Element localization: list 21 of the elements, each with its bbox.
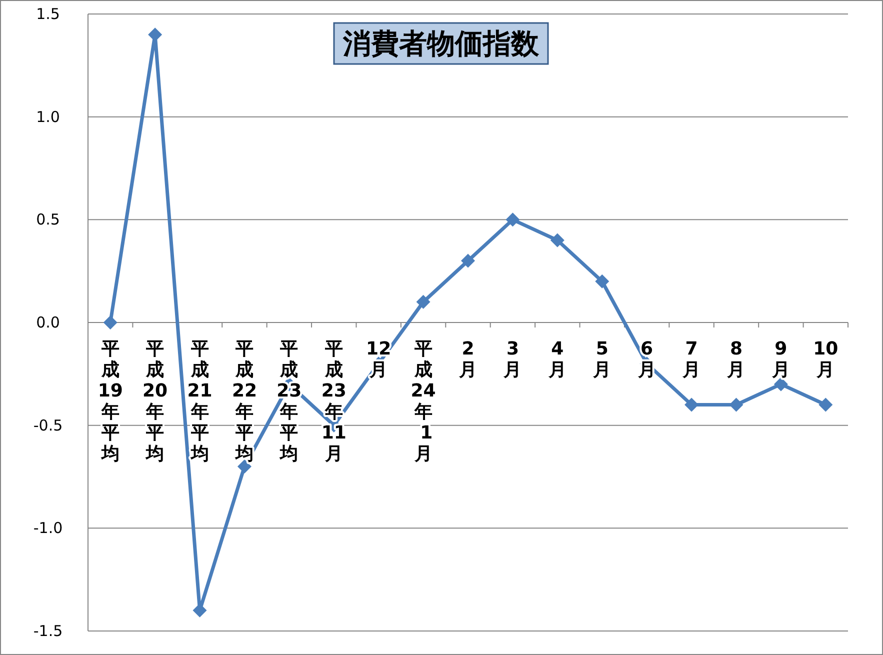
x-tick-label: 5月 bbox=[592, 338, 612, 380]
y-tick-label: 1.5 bbox=[36, 5, 60, 23]
x-tick-label: 3月 bbox=[502, 338, 522, 380]
text: 消費者物価指数 bbox=[342, 27, 540, 60]
x-tick-label: 2月 bbox=[458, 338, 477, 380]
x-tick-label: 4月 bbox=[547, 338, 566, 380]
x-tick-label: 平成19年平均 bbox=[98, 338, 123, 464]
x-tick-label: 平成24年 1月 bbox=[410, 338, 436, 464]
x-tick-label: 平成23年11月 bbox=[321, 338, 346, 464]
x-tick-label: 平成21年平均 bbox=[187, 338, 212, 464]
y-tick-label: -1.0 bbox=[33, 519, 63, 538]
y-tick-label: -0.5 bbox=[33, 416, 63, 434]
x-tick-label: 平成20年平均 bbox=[142, 338, 168, 464]
y-tick-label: 0.5 bbox=[36, 210, 60, 229]
x-tick-label: 10月 bbox=[813, 338, 838, 380]
y-tick-label: 1.0 bbox=[36, 108, 60, 126]
x-tick-label: 8月 bbox=[726, 338, 746, 380]
y-tick-label: 0.0 bbox=[36, 314, 60, 332]
x-tick-label: 7月 bbox=[682, 338, 701, 380]
y-tick-label: -1.5 bbox=[33, 622, 63, 640]
x-tick-label: 9月 bbox=[770, 338, 790, 380]
